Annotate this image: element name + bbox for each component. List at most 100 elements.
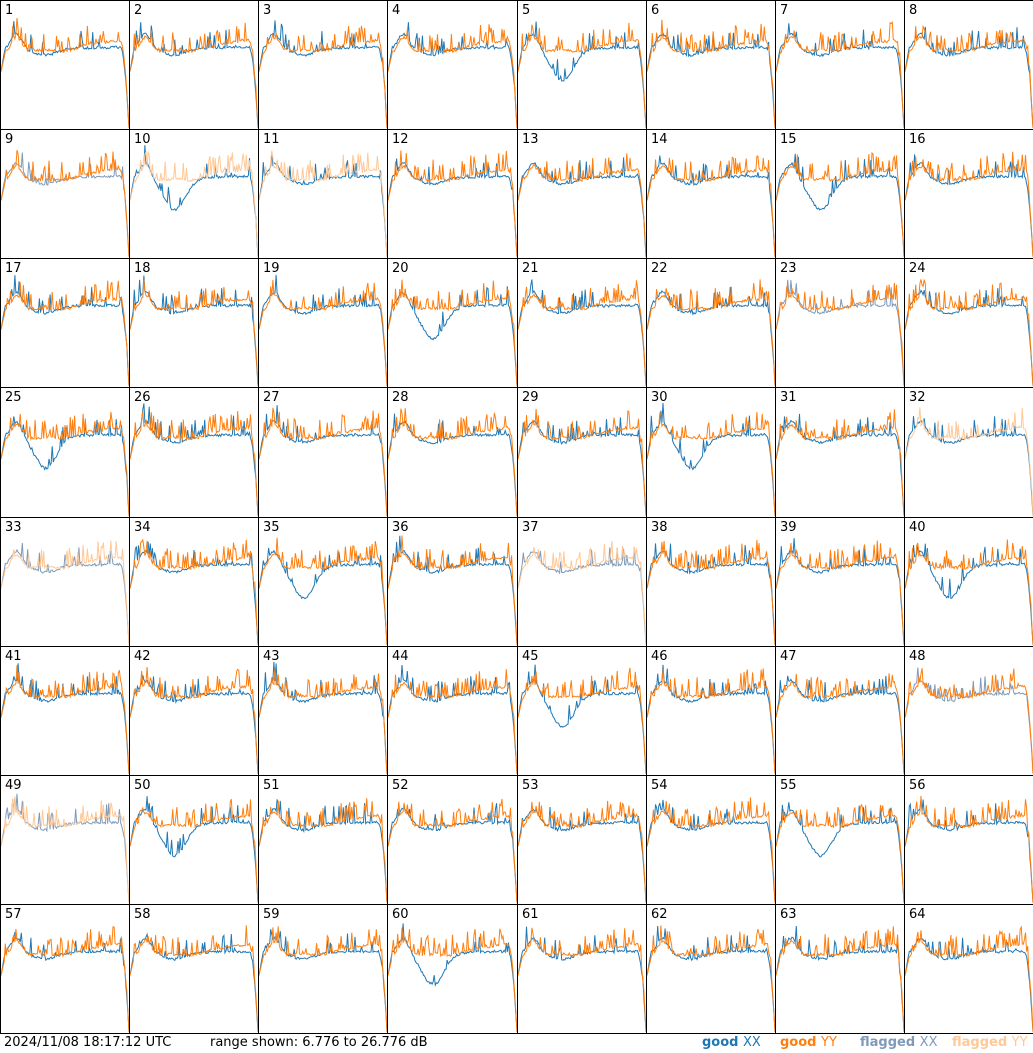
- spectrum-plot: [647, 19, 775, 128]
- series-line-yy: [130, 798, 258, 903]
- spectrum-panel: 61: [517, 904, 647, 1034]
- series-line-yy: [647, 155, 775, 257]
- spectrum-panel: 42: [129, 646, 259, 776]
- series-line-xx: [259, 274, 387, 386]
- panel-number: 59: [263, 907, 280, 922]
- spectrum-plot: [647, 279, 775, 386]
- spectrum-plot: [776, 673, 904, 774]
- spectrum-panel: 53: [517, 775, 647, 905]
- series-line-xx: [1, 931, 129, 1032]
- spectrum-panel: 33: [0, 517, 130, 647]
- series-line-yy: [518, 408, 646, 516]
- spectrum-panel: 20: [387, 258, 518, 388]
- spectrum-plot: [259, 537, 387, 645]
- panel-number: 56: [909, 778, 926, 793]
- spectrum-panel: 37: [517, 517, 647, 647]
- spectrum-panel: 41: [0, 646, 130, 776]
- panel-number: 45: [522, 649, 539, 664]
- spectrum-panel: 10: [129, 129, 259, 259]
- series-line-yy: [130, 925, 258, 1032]
- series-line-yy: [259, 798, 387, 903]
- spectrum-plot: [647, 664, 775, 774]
- spectrum-plot: [776, 279, 904, 386]
- spectrum-panel: 16: [904, 129, 1033, 259]
- spectrum-panel: 9: [0, 129, 130, 259]
- series-line-yy: [905, 925, 1033, 1032]
- spectrum-plot: [518, 21, 646, 128]
- series-line-xx: [388, 664, 517, 774]
- spectrum-plot: [776, 20, 904, 128]
- series-line-yy: [388, 927, 517, 1032]
- series-line-yy: [518, 800, 646, 903]
- panel-number: 57: [5, 907, 22, 922]
- series-line-yy: [388, 535, 517, 645]
- series-line-xx: [1, 663, 129, 774]
- spectrum-plot: [259, 798, 387, 903]
- series-line-yy: [905, 668, 1033, 774]
- spectrum-plot: [388, 664, 517, 774]
- spectrum-panel: 7: [775, 0, 905, 130]
- panel-number: 4: [392, 3, 401, 18]
- legend-good-xx: good XX: [702, 1033, 761, 1053]
- panel-number: 61: [522, 907, 539, 922]
- series-line-yy: [388, 24, 517, 128]
- timestamp: 2024/11/08 18:17:12 UTC: [4, 1035, 172, 1050]
- spectrum-panel: 4: [387, 0, 518, 130]
- spectrum-panel: 25: [0, 387, 130, 518]
- series-line-xx: [647, 664, 775, 774]
- spectrum-panel: 14: [646, 129, 776, 259]
- panel-number: 6: [651, 3, 660, 18]
- series-line-yy: [259, 25, 387, 128]
- spectrum-plot: [905, 925, 1033, 1032]
- series-line-yy: [259, 668, 387, 774]
- series-line-yy: [518, 667, 646, 774]
- spectrum-panel: 58: [129, 904, 259, 1034]
- series-line-yy: [388, 150, 517, 257]
- series-line-xx: [259, 799, 387, 903]
- spectrum-plot: [647, 797, 775, 903]
- spectrum-panel: 24: [904, 258, 1033, 388]
- panel-number: 12: [392, 132, 409, 147]
- series-line-xx: [130, 932, 258, 1032]
- spectrum-plot: [388, 22, 517, 128]
- spectrum-plot: [130, 538, 258, 645]
- series-line-xx: [647, 31, 775, 128]
- series-line-yy: [905, 151, 1033, 257]
- spectrum-panel: 30: [646, 387, 776, 518]
- legend-good-yy-prefix: good: [780, 1035, 821, 1050]
- series-line-yy: [130, 538, 258, 645]
- panel-number: 51: [263, 778, 280, 793]
- series-line-xx: [518, 926, 646, 1032]
- series-line-xx: [776, 675, 904, 774]
- panel-number: 18: [134, 261, 151, 276]
- spectrum-plot: [1, 663, 129, 774]
- spectrum-panel: 45: [517, 646, 647, 776]
- series-line-xx: [388, 923, 517, 1032]
- series-line-xx: [130, 796, 258, 903]
- series-line-yy: [518, 22, 646, 128]
- panel-number: 35: [263, 520, 280, 535]
- spectrum-plot: [130, 22, 258, 128]
- series-line-yy: [518, 280, 646, 386]
- spectrum-panel: 59: [258, 904, 388, 1034]
- panel-number: 42: [134, 649, 151, 664]
- spectrum-plot: [259, 20, 387, 128]
- spectrum-plot: [905, 24, 1033, 128]
- series-line-xx: [388, 22, 517, 128]
- spectrum-plot: [518, 153, 646, 257]
- series-line-yy: [259, 926, 387, 1032]
- spectrum-panel: 57: [0, 904, 130, 1034]
- spectrum-panel: 8: [904, 0, 1033, 130]
- panel-number: 64: [909, 907, 926, 922]
- spectrum-plot: [905, 279, 1033, 386]
- spectrum-panel: 3: [258, 0, 388, 130]
- series-line-yy: [776, 409, 904, 516]
- spectrum-panel: 51: [258, 775, 388, 905]
- panel-number: 29: [522, 390, 539, 405]
- panel-number: 23: [780, 261, 797, 276]
- series-line-xx: [905, 667, 1033, 774]
- series-line-yy: [1, 665, 129, 774]
- panel-number: 25: [5, 390, 22, 405]
- series-line-xx: [518, 279, 646, 386]
